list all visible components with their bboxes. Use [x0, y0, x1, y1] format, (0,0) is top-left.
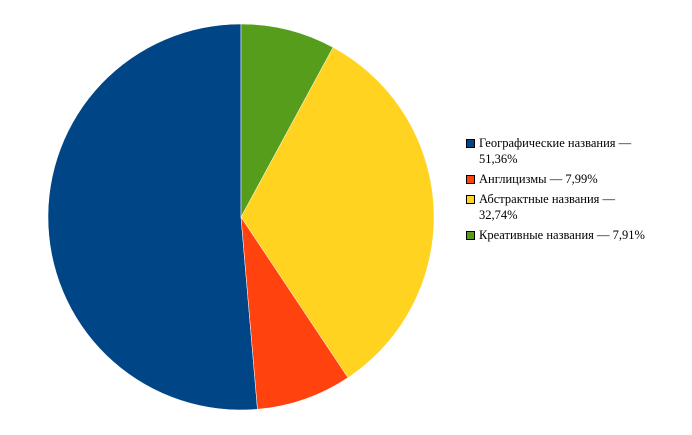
legend-item: Абстрактные названия — 32,74%: [466, 191, 654, 223]
legend-swatch: [466, 175, 475, 184]
legend-item: Географические названия — 51,36%: [466, 135, 654, 167]
legend-label: Креативные названия — 7,91%: [479, 228, 645, 242]
legend-item: Англицизмы — 7,99%: [466, 171, 654, 187]
pie-slice: [240, 47, 435, 378]
pie-slice: [240, 23, 334, 218]
pie-slice: [47, 23, 258, 411]
pie-slice: [240, 216, 349, 410]
legend-label: Абстрактные названия — 32,74%: [479, 192, 616, 222]
legend-item: Креативные названия — 7,91%: [466, 227, 654, 243]
legend: Географические названия — 51,36% Англициз…: [466, 135, 666, 247]
legend-swatch: [466, 195, 475, 204]
legend-label: Географические названия — 51,36%: [479, 136, 632, 166]
legend-swatch: [466, 231, 475, 240]
legend-label: Англицизмы — 7,99%: [479, 172, 598, 186]
legend-swatch: [466, 139, 475, 148]
